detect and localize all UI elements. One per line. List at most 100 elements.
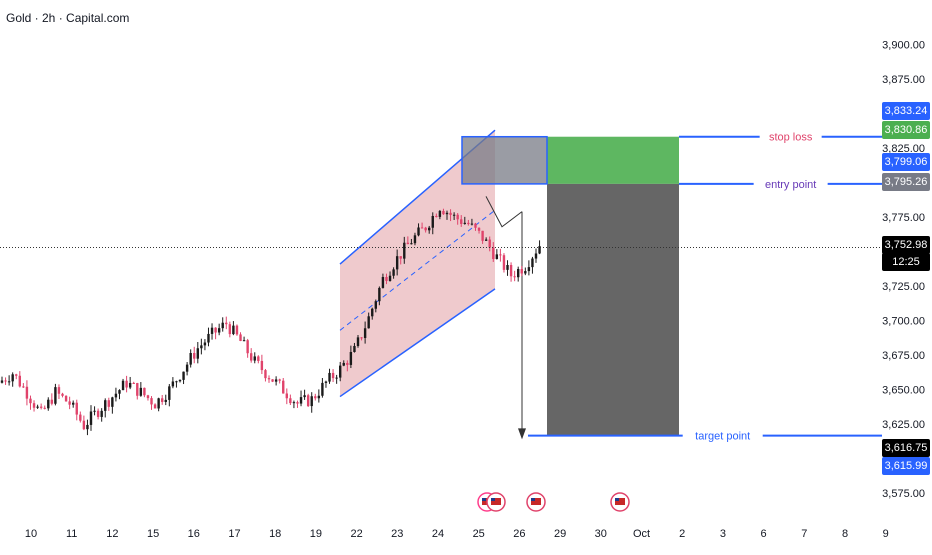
candle-body: [285, 393, 288, 399]
candle-body: [438, 210, 442, 217]
candle-body: [356, 337, 360, 346]
candle-body: [460, 219, 463, 224]
candle-body: [89, 411, 93, 425]
candle-body: [278, 379, 281, 381]
time-tick-label: 17: [228, 528, 240, 540]
candle-body: [125, 380, 128, 388]
candle-body: [185, 364, 189, 372]
candle-body: [82, 420, 86, 430]
candle-body: [420, 227, 424, 229]
projection-zigzag: [485, 196, 523, 228]
candle-body: [314, 396, 317, 399]
candle-body: [502, 255, 506, 270]
candle-body: [128, 382, 132, 388]
candle-body: [378, 287, 381, 302]
candle-body: [200, 345, 203, 349]
candle-body: [392, 269, 395, 276]
candle-body: [15, 374, 18, 376]
candle-body: [104, 400, 107, 411]
symbol-title: Gold · 2h · Capital.com: [6, 11, 130, 25]
candle-body: [121, 380, 125, 391]
stop-loss-label: stop loss: [769, 132, 813, 144]
candle-body: [470, 223, 474, 225]
candle-body: [193, 353, 196, 359]
candle-body: [335, 377, 338, 379]
candle-body: [75, 402, 78, 415]
candle-body: [225, 322, 228, 325]
candle-body: [22, 386, 25, 388]
time-tick-label: 6: [761, 528, 767, 540]
time-tick-label: 10: [25, 528, 37, 540]
candle-body: [0, 380, 4, 383]
candle-body: [18, 375, 21, 387]
candle-body: [271, 379, 274, 382]
candle-body: [488, 239, 491, 248]
candle-body: [520, 269, 523, 274]
flag-canton-icon: [491, 498, 495, 501]
candle-body: [517, 269, 520, 278]
price-tick-label: 3,825.00: [882, 143, 925, 155]
candle-body: [250, 353, 253, 361]
candle-body: [150, 398, 153, 405]
channel-fill: [340, 130, 495, 397]
price-tick-label: 3,875.00: [882, 74, 925, 86]
candle-body: [39, 406, 43, 408]
candle-body: [342, 362, 345, 366]
candle-body: [25, 386, 29, 399]
candle-body: [484, 239, 488, 241]
time-tick-label: 12: [106, 528, 118, 540]
candle-body: [107, 400, 110, 407]
candle-body: [431, 215, 434, 228]
time-tick-label: 25: [473, 528, 485, 540]
candle-body: [445, 212, 449, 215]
candle-body: [367, 316, 370, 329]
target-point-label-bg: [682, 427, 763, 444]
flag-canton-icon: [531, 498, 535, 501]
target-price-tag-2: 3,615.99: [882, 457, 930, 475]
candle-body: [228, 324, 232, 335]
candle-body: [175, 381, 178, 383]
candle-body: [282, 380, 285, 394]
candle-body: [100, 410, 103, 417]
candle-body: [452, 214, 456, 216]
candle-body: [331, 372, 335, 379]
candle-body: [524, 271, 527, 274]
level-lines: stop loss entry point target point: [0, 128, 882, 444]
candle-body: [232, 325, 235, 335]
candle-body: [143, 387, 146, 396]
price-tick-label: 3,675.00: [882, 350, 925, 362]
candle-body: [50, 399, 54, 404]
candle-body: [43, 407, 46, 409]
candle-body: [96, 410, 100, 417]
candle-body: [7, 381, 11, 383]
candle-body: [506, 265, 509, 270]
candle-body: [292, 402, 296, 404]
candle-body: [196, 348, 199, 359]
candle-body: [339, 365, 342, 378]
candle-body: [513, 276, 516, 278]
candle-body: [303, 395, 306, 398]
candle-body: [328, 372, 331, 382]
channel-lower-line: [339, 288, 496, 398]
candle-body: [86, 424, 89, 430]
candle-body: [428, 227, 431, 231]
candle-body: [296, 402, 299, 404]
flag-canton-icon: [615, 498, 619, 501]
candle-body: [111, 397, 114, 407]
candle-body: [267, 378, 271, 380]
candle-body: [481, 230, 484, 241]
time-tick-label: 11: [66, 528, 77, 540]
candle-body: [385, 277, 388, 281]
candle-body: [54, 387, 57, 404]
price-tick-label: 3,775.00: [882, 212, 925, 224]
price-tick-label: 3,700.00: [882, 316, 925, 328]
channel-mid-line: [339, 209, 496, 331]
time-tick-label: 24: [432, 528, 444, 540]
entry-point-label: entry point: [765, 179, 816, 191]
candle-body: [118, 390, 121, 394]
candle-body: [210, 327, 214, 334]
stop-loss-price-tag-2: 3,830.86: [882, 121, 930, 139]
candle-body: [168, 386, 171, 400]
